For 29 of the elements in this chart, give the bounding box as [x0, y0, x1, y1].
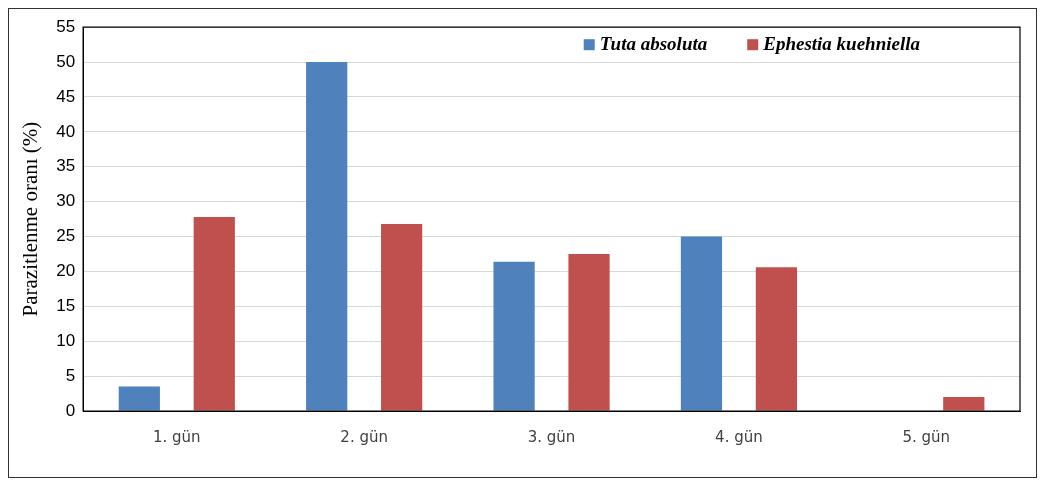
y-tick-label: 0 [65, 400, 76, 420]
x-tick-label: 2. gün [340, 427, 388, 446]
y-tick-label: 50 [56, 51, 76, 71]
y-tick-label: 20 [56, 261, 76, 281]
y-tick-label: 15 [56, 296, 76, 316]
bar [118, 386, 160, 411]
bar [680, 236, 723, 411]
bar [568, 253, 610, 411]
y-tick-label: 30 [56, 191, 76, 211]
y-tick-label: 35 [56, 156, 76, 176]
x-tick-label: 3. gün [527, 427, 576, 446]
y-axis-title: Parazitlenme oranı (%) [18, 121, 43, 317]
y-tick-label: 40 [56, 121, 76, 141]
bar [493, 261, 535, 411]
x-tick-label: 1. gün [152, 427, 201, 446]
x-tick-label: 5. gün [902, 427, 951, 446]
bar [193, 217, 235, 411]
x-tick-label: 4. gün [715, 427, 763, 446]
bar [381, 223, 423, 411]
y-tick-label: 25 [56, 226, 76, 246]
legend-label: Tuta absoluta [599, 33, 708, 55]
bar [306, 62, 348, 411]
y-tick-label: 10 [56, 330, 76, 350]
bar [943, 397, 985, 411]
y-tick-label: 55 [56, 16, 76, 36]
y-tick-label: 5 [65, 365, 76, 385]
y-tick-label: 45 [56, 86, 76, 106]
bar [755, 267, 798, 411]
legend-label: Ephestia kuehniella [762, 33, 921, 55]
